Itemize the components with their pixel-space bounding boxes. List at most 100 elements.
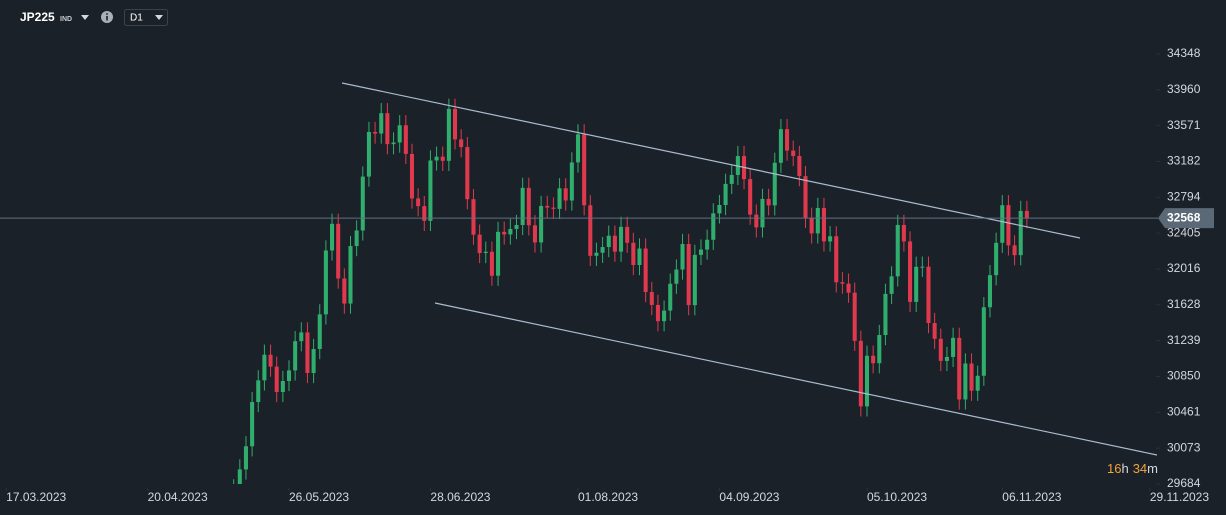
candle-body xyxy=(815,207,820,234)
candle-body xyxy=(828,236,833,242)
candle-body xyxy=(944,356,949,361)
x-tick-label: 29.11.2023 xyxy=(1150,490,1209,504)
symbol-dropdown[interactable] xyxy=(81,15,89,20)
x-tick-label: 17.03.2023 xyxy=(6,490,66,504)
y-tick-label: 32016 xyxy=(1167,261,1201,275)
candle-body xyxy=(729,174,734,184)
y-tick-label: 32794 xyxy=(1167,189,1201,203)
candle-body xyxy=(748,179,753,215)
y-tick-label: 33960 xyxy=(1167,82,1201,96)
market: IND xyxy=(60,16,72,23)
candle-body xyxy=(434,156,439,161)
candle-body xyxy=(1012,245,1017,256)
y-tick-label: 32405 xyxy=(1167,225,1201,239)
y-tick-label: 33571 xyxy=(1167,118,1201,132)
candle-body xyxy=(1000,205,1005,243)
candle-body xyxy=(926,266,931,324)
y-tick-label: 30073 xyxy=(1167,440,1201,454)
candle-body xyxy=(791,150,796,156)
candle-body xyxy=(250,402,255,447)
candle-body xyxy=(698,249,704,255)
x-tick-label: 05.10.2023 xyxy=(867,490,927,504)
candle-body xyxy=(864,355,870,407)
candle-body xyxy=(336,223,341,279)
candle-body xyxy=(889,276,894,294)
candle-body xyxy=(459,139,464,148)
candle-body xyxy=(440,156,445,161)
candle-body xyxy=(908,241,913,302)
y-tick-label: 29684 xyxy=(1167,476,1201,490)
candle-body xyxy=(852,292,857,341)
timeframe[interactable]: D1 xyxy=(130,13,143,24)
candle-body xyxy=(938,338,943,361)
candle-body xyxy=(582,134,587,206)
candle-body xyxy=(668,283,673,311)
candle-body xyxy=(674,269,679,284)
candle-body xyxy=(588,205,593,256)
candle-body xyxy=(237,469,242,484)
timeframe-dropdown[interactable] xyxy=(155,15,163,20)
y-tick-label: 30461 xyxy=(1167,405,1201,419)
y-tick-label: 33182 xyxy=(1167,154,1201,168)
candle-body xyxy=(563,188,568,201)
candle-body xyxy=(711,213,716,240)
candle-body xyxy=(360,176,365,231)
candle-body xyxy=(397,125,402,143)
candle-body xyxy=(330,223,335,251)
countdown-minutes: 34 xyxy=(1133,461,1147,476)
last-price-label: 32568 xyxy=(1167,210,1201,224)
y-tick-label: 31239 xyxy=(1167,333,1201,347)
candle-body xyxy=(680,244,685,270)
candle-body xyxy=(1018,210,1023,256)
candle-body xyxy=(692,254,697,306)
candle-body xyxy=(637,248,642,266)
candle-body xyxy=(569,162,574,201)
candle-body xyxy=(274,366,279,392)
candle-body xyxy=(385,113,390,145)
candle-body xyxy=(243,446,248,470)
candle-body xyxy=(354,230,359,247)
candle-body xyxy=(600,247,605,253)
candle-body xyxy=(557,188,562,209)
candle-body xyxy=(662,310,667,322)
candle-body xyxy=(821,207,826,242)
countdown-hours-unit: h xyxy=(1121,461,1128,476)
timeframe-box[interactable] xyxy=(124,9,168,26)
candle-body xyxy=(883,293,888,336)
trend-line-upper[interactable] xyxy=(341,82,1081,239)
candle-body xyxy=(686,244,691,306)
candle-body xyxy=(520,187,525,226)
candle-body xyxy=(760,198,765,228)
candle-body xyxy=(268,354,273,367)
y-tick-label: 31628 xyxy=(1167,297,1201,311)
candle-body xyxy=(778,129,783,163)
info-icon[interactable] xyxy=(101,11,113,23)
candle-body xyxy=(403,125,408,154)
candle-body xyxy=(594,252,599,256)
symbol[interactable]: JP225 xyxy=(20,10,55,24)
candle-body xyxy=(920,266,925,268)
candle-body xyxy=(348,246,353,304)
candle-body xyxy=(858,340,863,407)
candle-body xyxy=(957,337,962,400)
candle-body xyxy=(932,323,937,339)
candle-body xyxy=(446,108,451,161)
candle-body xyxy=(262,354,267,381)
candle-body xyxy=(483,251,488,254)
candle-body xyxy=(422,206,427,221)
candle-body xyxy=(981,307,986,376)
candle-body xyxy=(717,205,722,214)
trend-line-lower[interactable] xyxy=(434,302,1158,456)
candle-body xyxy=(705,239,710,250)
candle-body xyxy=(975,375,980,391)
candle-body xyxy=(797,155,802,177)
candle-body xyxy=(846,283,851,293)
x-tick-label: 06.11.2023 xyxy=(1002,490,1061,504)
candle-body xyxy=(631,242,636,266)
candle-body xyxy=(994,242,999,276)
x-tick-label: 20.04.2023 xyxy=(148,490,208,504)
candle-body xyxy=(877,335,882,364)
candles xyxy=(233,98,1029,484)
candle-body xyxy=(299,332,304,342)
